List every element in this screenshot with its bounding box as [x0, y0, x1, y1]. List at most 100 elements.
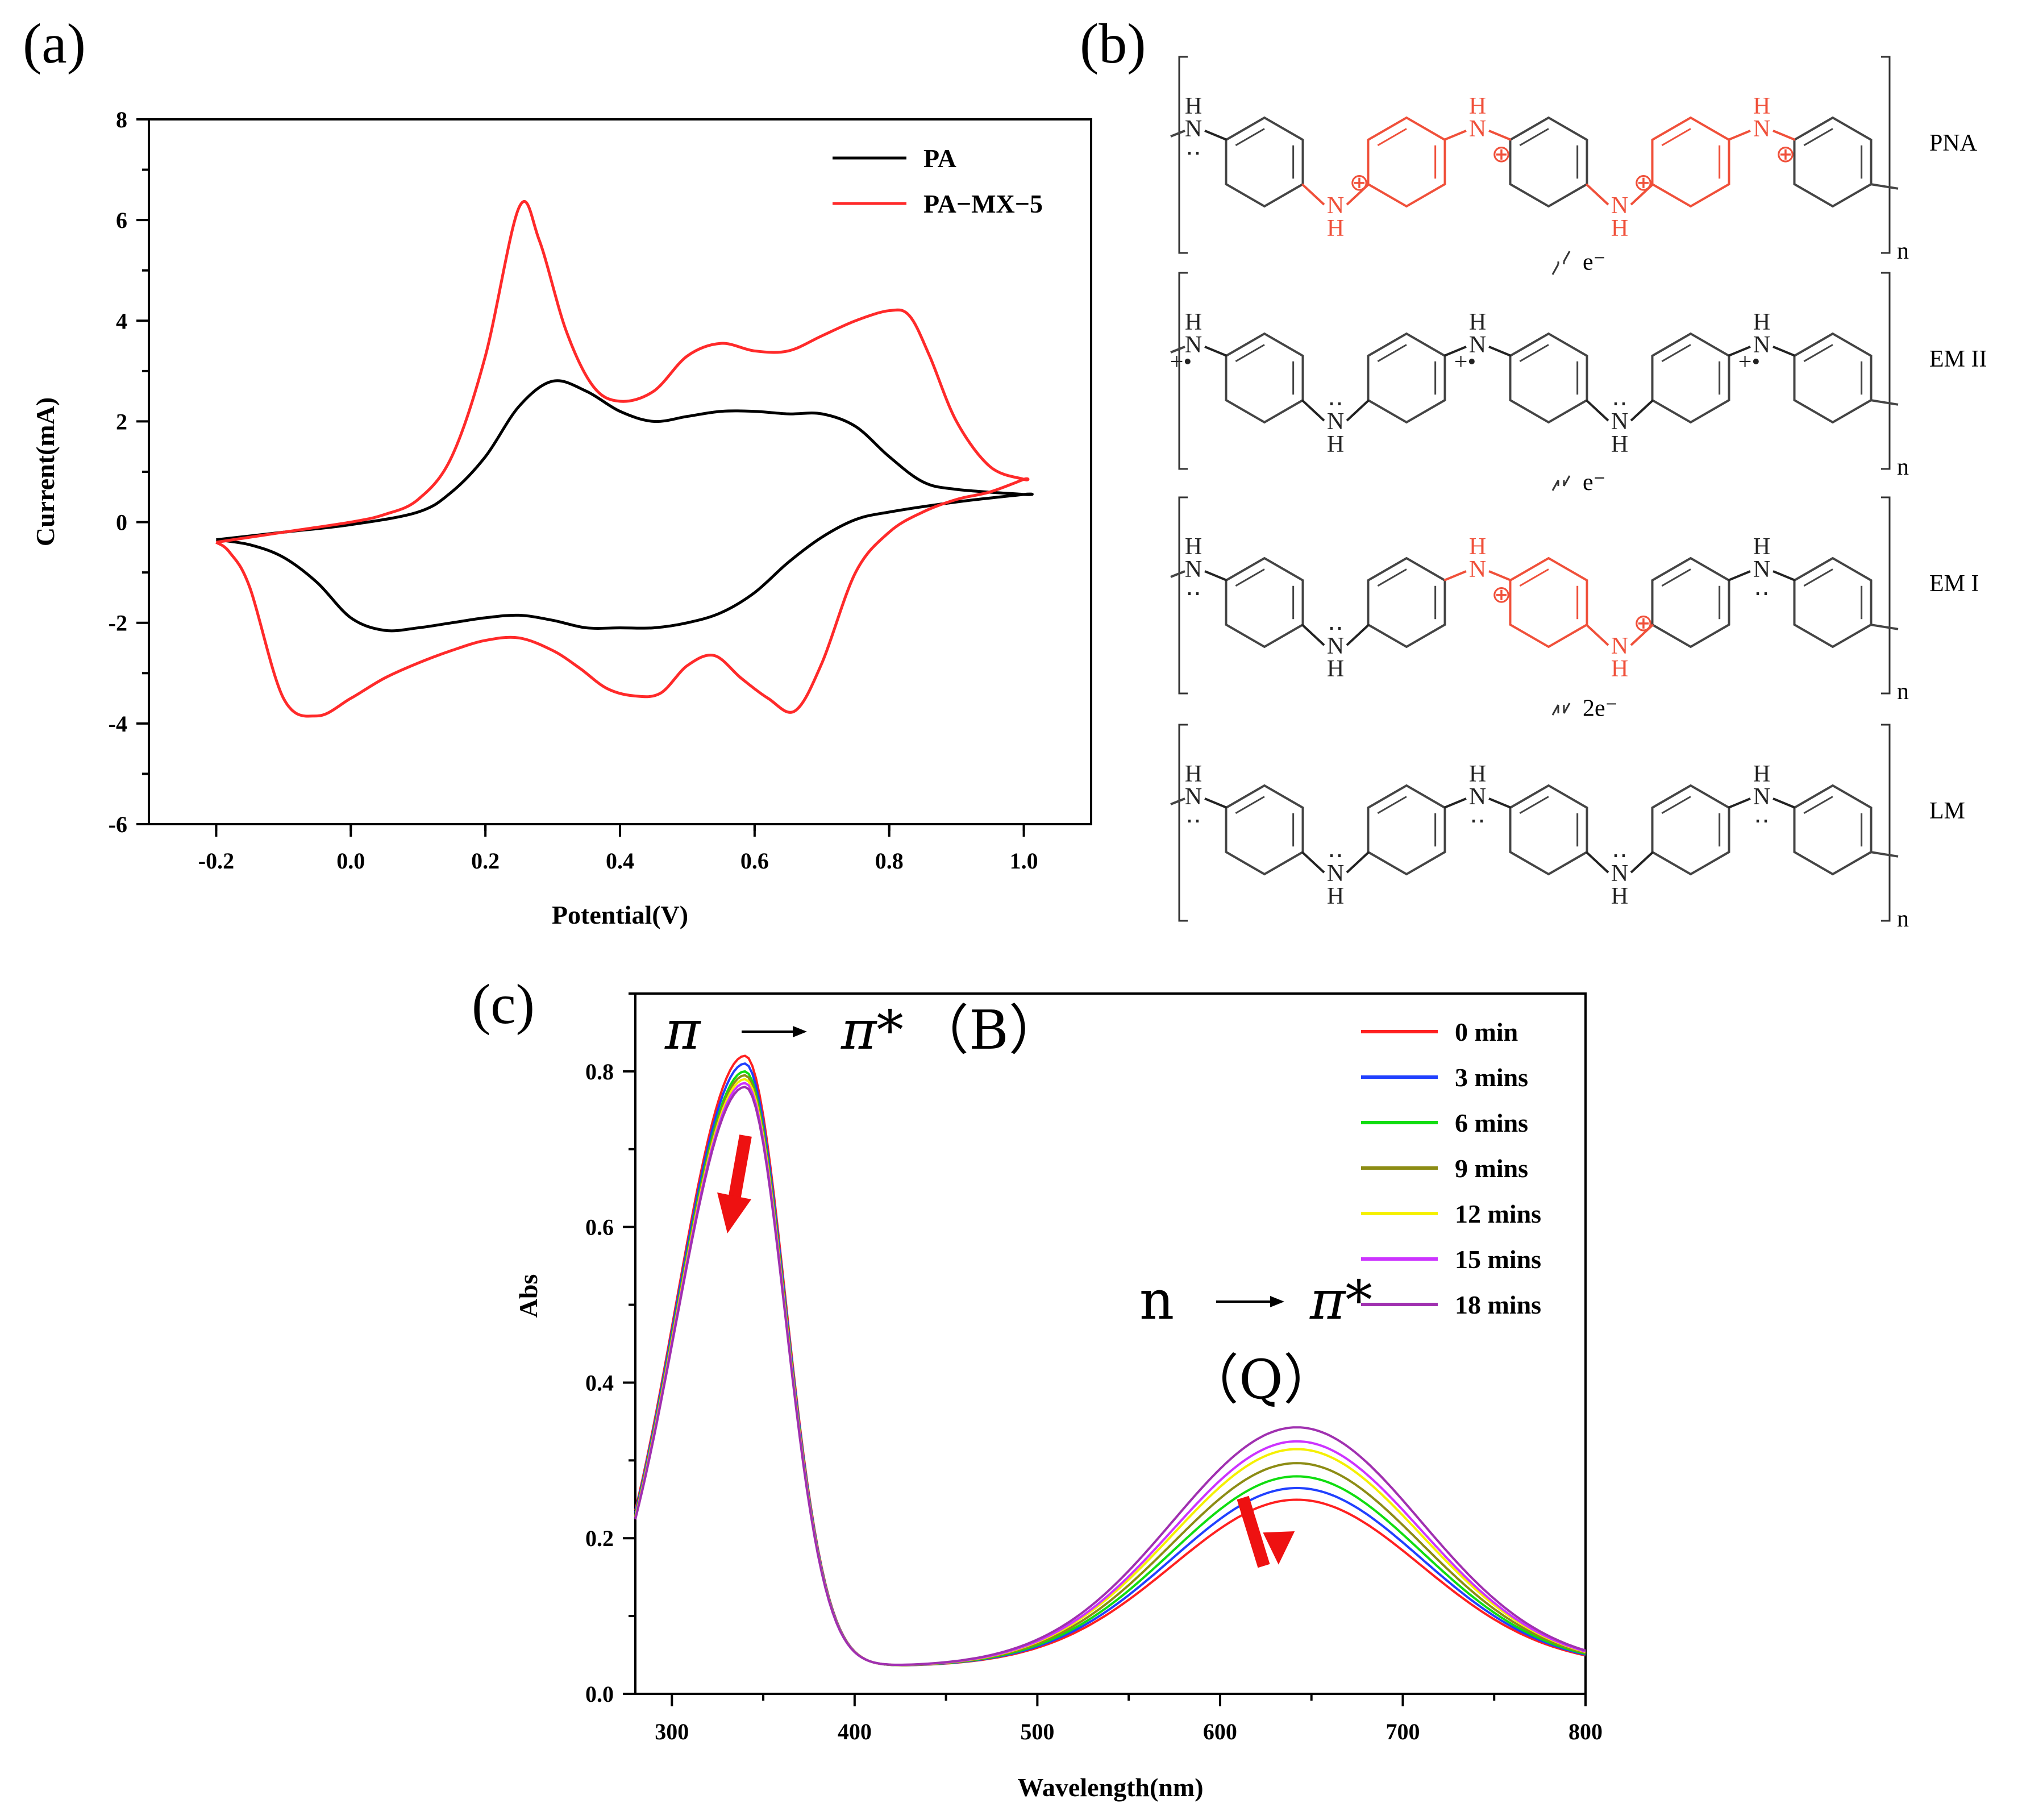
bond	[1728, 797, 1751, 809]
cv-y-tick-label: -2	[109, 610, 127, 636]
quinoid-ring	[1509, 556, 1588, 649]
radical-cation: +•	[1454, 349, 1476, 375]
uv-series-line-1	[634, 1062, 1586, 1667]
uv-x-tick-label: 700	[1385, 1719, 1420, 1744]
nitrogen-atom: N	[1469, 116, 1486, 142]
benzene-ring	[1793, 332, 1873, 424]
b-band-annotation: π π* （B）	[664, 999, 1063, 1062]
bond	[1204, 570, 1228, 581]
state-label: EM I	[1929, 571, 1979, 597]
double-bond	[1519, 344, 1549, 363]
bond	[1728, 570, 1751, 581]
uv-series	[634, 1054, 1586, 1667]
uv-legend-label: 3 mins	[1455, 1063, 1528, 1092]
cv-chart: -0.2 0.0 0.2 0.4 0.6 0.8 1.0 -6 -4 -2 0 2 4 6 8 Poten…	[31, 107, 1092, 929]
nitrogen-atom: N	[1611, 193, 1628, 219]
positive-charge: ⊕	[1775, 142, 1795, 168]
q-band-label: （Q）	[1185, 1349, 1337, 1411]
hydrogen-atom: H	[1753, 534, 1770, 560]
nitrogen-atom: N	[1327, 409, 1344, 435]
bond	[1630, 851, 1654, 874]
double-bond	[1235, 796, 1265, 815]
uv-x-tick-label: 600	[1203, 1719, 1237, 1744]
right-bracket	[1881, 496, 1891, 695]
lone-pair: ‥	[1185, 575, 1201, 601]
uv-x-tick-label: 500	[1020, 1719, 1054, 1744]
bond	[1204, 346, 1228, 357]
b-band-label: （B）	[915, 999, 1063, 1062]
nitrogen-atom: N	[1327, 193, 1344, 219]
hydrogen-atom: H	[1185, 761, 1202, 787]
nitrogen-atom: N	[1327, 633, 1344, 659]
cv-legend-label-pamx5: PA−MX−5	[923, 189, 1043, 218]
benzene-ring	[1651, 556, 1730, 649]
terminal-bond	[1170, 346, 1185, 354]
uv-y-tick-label: 0.0	[585, 1681, 614, 1707]
lone-pair: ‥	[1470, 802, 1486, 828]
uv-x-tick-label: 800	[1568, 1719, 1603, 1744]
double-bond	[1519, 796, 1549, 815]
state-label: EM II	[1929, 346, 1987, 372]
bond	[1443, 130, 1467, 141]
cv-plot-frame	[148, 118, 1092, 825]
uv-y-tick-label: 0.8	[585, 1059, 614, 1084]
bond	[1630, 624, 1654, 646]
hydrogen-atom: H	[1185, 93, 1202, 119]
bond	[1301, 183, 1325, 206]
cv-x-tick-label: 0.4	[606, 848, 634, 874]
q-band-increase-arrow	[1237, 1495, 1295, 1568]
benzene-ring	[1509, 116, 1588, 208]
uv-x-tick-label: 300	[655, 1719, 689, 1744]
repeat-n: n	[1897, 238, 1909, 264]
bond	[1585, 399, 1609, 422]
bond	[1443, 797, 1467, 809]
nitrogen-atom: N	[1185, 116, 1202, 142]
hydrogen-atom: H	[1753, 761, 1770, 787]
uv-plot-frame	[634, 992, 1587, 1695]
double-bond	[1377, 568, 1407, 587]
b-band-decrease-arrow	[717, 1135, 752, 1233]
positive-charge: ⊕	[1491, 142, 1511, 168]
q-band-annotation: n π* （Q）	[1139, 1269, 1372, 1411]
hydrogen-atom: H	[1611, 883, 1628, 909]
bond	[1301, 399, 1325, 422]
cv-x-tick-label: 1.0	[1010, 848, 1038, 874]
hydrogen-atom: H	[1611, 215, 1628, 242]
double-bond	[1519, 128, 1549, 147]
uv-series-line-0	[634, 1054, 1586, 1667]
cv-legend-label-pa: PA	[923, 144, 956, 173]
panel-label-a: (a)	[23, 12, 86, 75]
uv-legend-label: 9 mins	[1455, 1154, 1528, 1183]
state-label: PNA	[1929, 130, 1978, 156]
left-bracket	[1178, 724, 1188, 922]
bond	[1346, 851, 1370, 874]
bond	[1443, 570, 1467, 581]
double-bond	[1377, 344, 1407, 363]
lone-pair: ‥	[1185, 802, 1201, 828]
hydrogen-atom: H	[1469, 761, 1486, 787]
nitrogen-atom: N	[1469, 332, 1486, 358]
nitrogen-atom: N	[1753, 332, 1770, 358]
uv-y-tick-label: 0.6	[585, 1215, 614, 1240]
bond	[1488, 797, 1512, 809]
nitrogen-atom: N	[1469, 556, 1486, 583]
hydrogen-atom: H	[1469, 309, 1486, 335]
bond	[1630, 399, 1654, 422]
scheme-row-2: nEM INH‥NH‥NH⊕NH⊕NH‥2e⁻	[1170, 496, 1979, 722]
double-bond	[1803, 568, 1833, 587]
left-bracket	[1178, 56, 1188, 254]
uv-legend-label: 6 mins	[1455, 1108, 1528, 1137]
lone-pair: ‥	[1328, 609, 1343, 635]
nitrogen-atom: N	[1185, 784, 1202, 810]
double-bond	[1519, 568, 1549, 587]
double-bond	[1661, 568, 1691, 587]
bond	[1488, 570, 1512, 581]
hydrogen-atom: H	[1753, 309, 1770, 335]
benzene-ring	[1225, 556, 1304, 649]
benzene-ring	[1367, 332, 1446, 424]
nitrogen-atom: N	[1753, 556, 1770, 583]
uv-legend-label: 18 mins	[1455, 1290, 1541, 1319]
double-bond	[1235, 128, 1265, 147]
